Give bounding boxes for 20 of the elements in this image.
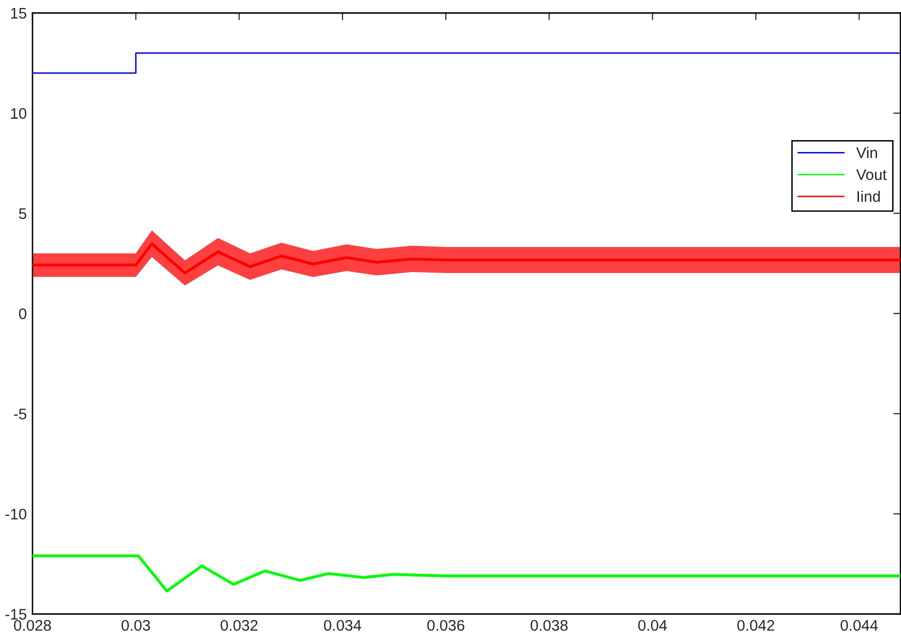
x-tick-label: 0.036 [427,620,464,631]
y-tick-label: -5 [14,408,26,420]
legend-label: Vout [856,169,887,180]
y-tick-label: 10 [11,108,26,119]
y-tick-label: 5 [19,208,26,220]
y-tick-label: 0 [19,308,26,320]
legend-label: Vin [856,146,877,158]
x-tick-label: 0.03 [122,620,150,631]
x-tick-label: 0.042 [737,620,774,631]
x-tick-label: 0.038 [530,620,568,631]
y-tick-label: -10 [6,508,26,520]
x-tick-label: 0.034 [324,620,362,631]
line-series [32,554,900,592]
x-tick-label: 0.032 [220,620,258,631]
legend-label: Iind [858,190,880,202]
x-tick-label: 0.028 [14,620,51,631]
y-tick-label: -15 [6,609,26,620]
x-tick-label: 0.044 [840,620,878,631]
y-tick-label: 15 [11,8,26,19]
x-tick-label: 0.04 [638,620,667,631]
